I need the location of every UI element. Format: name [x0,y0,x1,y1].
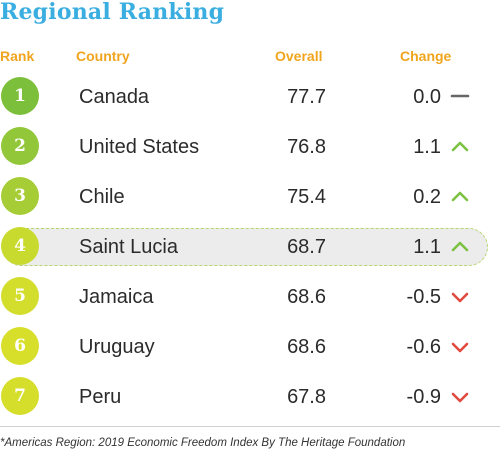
change-value: -0.6 [406,336,441,358]
highlight-band [2,228,488,266]
change-value: 0.0 [413,86,441,108]
footnote-divider [0,426,500,427]
country-name: Saint Lucia [79,236,178,258]
column-header-change: Change [400,48,452,64]
chevron-up-icon [451,141,469,152]
column-header-rank: Rank [0,48,35,64]
table-row: 2 United States 76.8 1.1 [0,124,500,174]
rank-badge: 4 [1,227,39,265]
overall-score: 68.6 [287,336,326,358]
rank-badge: 7 [1,377,39,415]
table-row: 3 Chile 75.4 0.2 [0,174,500,224]
table-row: 5 Jamaica 68.6 -0.5 [0,274,500,324]
change-value: -0.9 [406,386,441,408]
rank-badge: 6 [1,327,39,365]
change-value: 1.1 [413,136,441,158]
country-name: Uruguay [79,336,155,358]
chevron-down-icon [451,392,469,403]
table-header: Rank Country Overall Change [0,47,500,65]
column-header-overall: Overall [275,48,323,64]
overall-score: 75.4 [287,186,326,208]
country-name: Canada [79,86,150,108]
rank-badge: 2 [1,127,39,165]
chevron-up-icon [451,241,469,252]
country-name: United States [79,136,200,158]
column-header-country: Country [76,48,130,64]
table-row: 6 Uruguay 68.6 -0.6 [0,324,500,374]
overall-score: 76.8 [287,136,326,158]
table-row: 7 Peru 67.8 -0.9 [0,374,500,424]
country-name: Jamaica [79,286,154,308]
chevron-up-icon [451,191,469,202]
country-name: Chile [79,186,125,208]
overall-score: 68.6 [287,286,326,308]
overall-score: 67.8 [287,386,326,408]
change-value: 0.2 [413,186,441,208]
table-row: 1 Canada 77.7 0.0 [0,74,500,124]
chevron-down-icon [451,342,469,353]
table-row-highlighted: 4 Saint Lucia 68.7 1.1 [0,224,500,274]
country-name: Peru [79,386,122,408]
rank-badge: 3 [1,177,39,215]
change-value: -0.5 [406,286,441,308]
page-title: Regional Ranking [0,0,225,25]
rank-badge: 5 [1,277,39,315]
rank-badge: 1 [1,77,39,115]
chevron-down-icon [451,292,469,303]
overall-score: 68.7 [287,236,326,258]
overall-score: 77.7 [287,86,326,108]
neutral-dash-icon [450,94,470,98]
footnote: *Americas Region: 2019 Economic Freedom … [0,437,406,449]
change-value: 1.1 [413,236,441,258]
